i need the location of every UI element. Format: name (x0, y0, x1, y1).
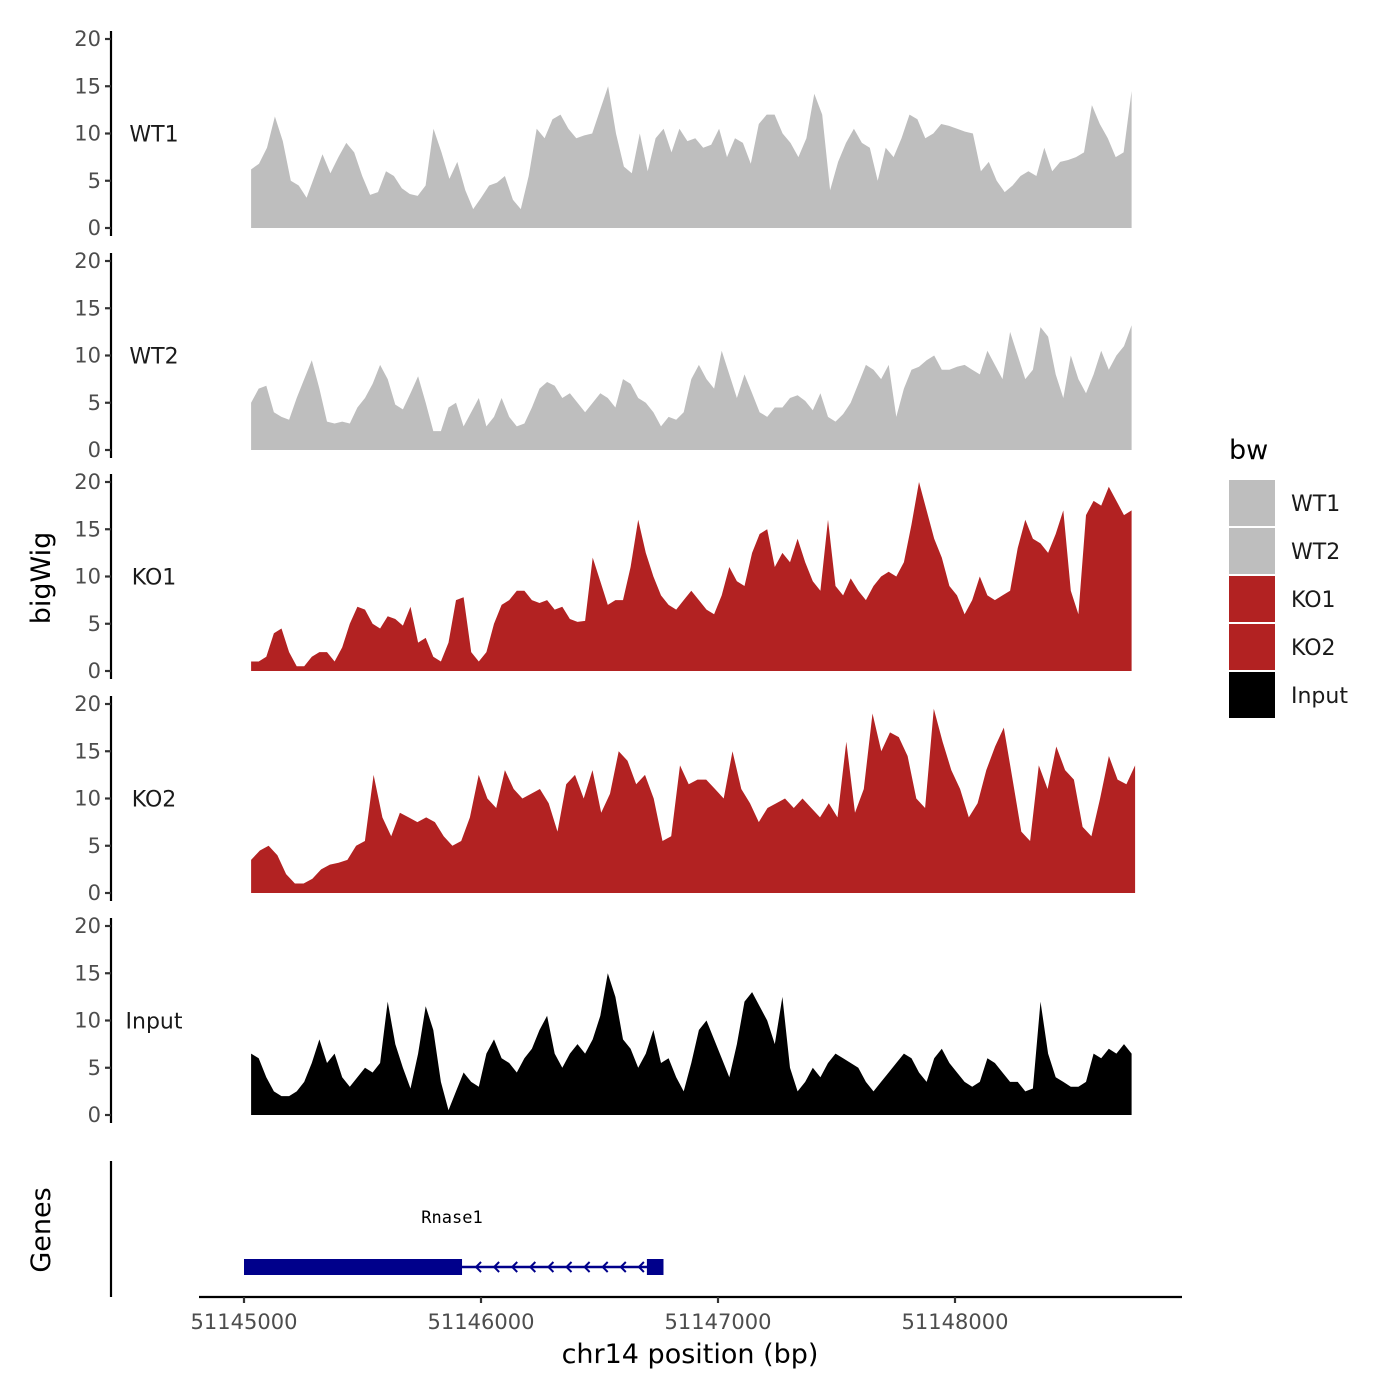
legend-label-input: Input (1291, 684, 1348, 709)
gene-model-rnase1 (244, 1259, 664, 1275)
y-tick-label-ko2-0: 0 (88, 881, 101, 905)
y-tick-label-wt1-0: 0 (88, 216, 101, 240)
y-tick-label-ko2-20: 20 (74, 692, 101, 716)
legend-title: bw (1229, 435, 1268, 466)
y-tick-label-wt2-15: 15 (74, 296, 101, 320)
y-tick-label-wt1-10: 10 (74, 122, 101, 146)
y-tick-label-wt2-0: 0 (88, 438, 101, 462)
strand-arrow (565, 1261, 573, 1273)
y-tick-label-wt2-20: 20 (74, 249, 101, 273)
y-tick-label-wt1-20: 20 (74, 27, 101, 51)
legend-label-wt2: WT2 (1291, 540, 1340, 565)
y-tick-label-ko1-10: 10 (74, 565, 101, 589)
legend-label-ko2: KO2 (1291, 636, 1336, 661)
y-tick-label-ko2-15: 15 (74, 739, 101, 763)
x-tick-label-51146000: 51146000 (428, 1310, 535, 1334)
x-axis: 51145000 51146000 51147000 51148000 (191, 1295, 1182, 1334)
track-ko2: 0 5 10 15 20 KO2 (74, 692, 1136, 905)
track-label-wt2: WT2 (129, 345, 178, 370)
y-tick-label-wt2-5: 5 (88, 391, 101, 415)
y-tick-label-input-15: 15 (74, 961, 101, 985)
coverage-area-wt2 (251, 325, 1132, 450)
y-tick-label-ko1-20: 20 (74, 470, 101, 494)
y-tick-label-input-5: 5 (88, 1056, 101, 1080)
legend-swatch-wt1 (1229, 480, 1275, 526)
strand-arrow (474, 1261, 482, 1273)
legend: bw WT1 WT2 KO1 KO2 Input (1229, 435, 1348, 718)
strand-arrow (492, 1261, 500, 1273)
coverage-area-ko1 (251, 482, 1132, 671)
y-tick-label-wt2-10: 10 (74, 344, 101, 368)
gene-name-label: Rnase1 (421, 1208, 482, 1228)
coverage-area-ko2 (251, 708, 1136, 893)
track-label-wt1: WT1 (129, 123, 178, 148)
genes-axis-title: Genes (26, 1187, 57, 1272)
strand-arrow (637, 1261, 645, 1273)
legend-swatch-ko1 (1229, 576, 1275, 622)
x-tick-label-51148000: 51148000 (902, 1310, 1009, 1334)
x-axis-title: chr14 position (bp) (562, 1339, 819, 1370)
y-tick-label-ko2-10: 10 (74, 787, 101, 811)
track-label-ko2: KO2 (132, 788, 177, 813)
track-label-ko1: KO1 (132, 566, 177, 591)
y-tick-label-wt1-15: 15 (74, 74, 101, 98)
y-tick-label-input-0: 0 (88, 1103, 101, 1127)
y-tick-label-ko2-5: 5 (88, 834, 101, 858)
track-input: 0 5 10 15 20 Input (74, 914, 1132, 1127)
bigwig-tracks: 0 5 10 15 20 WT1 0 5 10 15 20 WT2 0 5 10 15 20 KO1 0 5 10 15 2… (74, 27, 1136, 1127)
strand-arrow (547, 1261, 555, 1273)
strand-arrow (583, 1261, 591, 1273)
y-tick-label-ko1-0: 0 (88, 659, 101, 683)
gene-exon-block (244, 1259, 463, 1275)
x-tick-label-51145000: 51145000 (191, 1310, 298, 1334)
legend-swatch-input (1229, 672, 1275, 718)
gene-exon-end (646, 1259, 664, 1275)
strand-arrow (528, 1261, 537, 1273)
track-label-input: Input (126, 1010, 183, 1035)
strand-arrow (601, 1261, 609, 1273)
legend-swatch-ko2 (1229, 624, 1275, 670)
track-wt1: 0 5 10 15 20 WT1 (74, 27, 1132, 240)
legend-label-ko1: KO1 (1291, 588, 1336, 613)
genes-panel: Genes Rnase1 (26, 1161, 664, 1297)
y-tick-label-input-10: 10 (74, 1009, 101, 1033)
x-tick-label-51147000: 51147000 (665, 1310, 772, 1334)
y-tick-label-ko1-15: 15 (74, 517, 101, 541)
y-tick-label-wt1-5: 5 (88, 169, 101, 193)
legend-label-wt1: WT1 (1291, 492, 1340, 517)
coverage-area-wt1 (251, 86, 1132, 228)
coverage-area-input (251, 973, 1132, 1115)
legend-swatch-wt2 (1229, 528, 1275, 574)
track-wt2: 0 5 10 15 20 WT2 (74, 249, 1132, 462)
y-axis-title: bigWig (26, 532, 57, 625)
strand-arrow (619, 1261, 627, 1273)
strand-arrow (510, 1261, 518, 1273)
track-ko1: 0 5 10 15 20 KO1 (74, 470, 1132, 683)
y-tick-label-input-20: 20 (74, 914, 101, 938)
y-tick-label-ko1-5: 5 (88, 612, 101, 636)
